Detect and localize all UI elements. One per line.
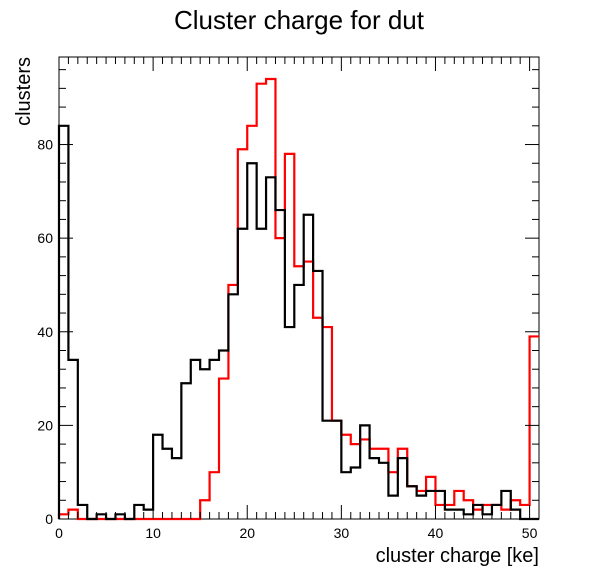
y-tick-label: 60	[37, 230, 53, 246]
bin-1-12	[172, 458, 181, 519]
bin-1-11	[163, 449, 172, 519]
bin-1-27	[313, 271, 322, 519]
bin-1-9	[144, 510, 153, 519]
bin-0-25	[294, 266, 303, 519]
series-1	[57, 124, 539, 521]
bin-0-21	[257, 84, 266, 519]
bin-1-22	[266, 177, 275, 519]
bin-0-34	[379, 449, 388, 519]
series-1-line	[57, 124, 539, 521]
bin-0-17	[219, 379, 228, 519]
bin-1-20	[247, 163, 256, 519]
bin-1-38	[417, 496, 426, 519]
y-axis: 0 20 40 60 80	[37, 69, 539, 527]
bin-0-47	[501, 510, 510, 519]
bin-0-18	[228, 285, 237, 519]
bin-0-27	[313, 318, 322, 519]
x-tick-label: 30	[334, 525, 350, 541]
bin-1-8	[134, 505, 143, 519]
bin-0-26	[304, 262, 313, 519]
bin-1-42	[454, 510, 463, 519]
x-tick-label: 0	[55, 525, 63, 541]
bin-1-28	[323, 421, 332, 519]
bin-1-44	[473, 505, 482, 519]
chart-title: Cluster charge for dut	[174, 5, 425, 35]
bin-1-21	[257, 229, 266, 519]
plot-frame-border	[58, 56, 540, 520]
x-tick-label: 20	[239, 525, 255, 541]
bin-1-16	[210, 360, 219, 519]
bin-1-19	[238, 229, 247, 519]
bin-0-29	[332, 421, 341, 519]
bin-1-25	[294, 285, 303, 519]
bin-1-34	[379, 463, 388, 519]
series-layer	[57, 77, 539, 521]
plot-frame	[58, 56, 540, 520]
x-tick-label: 50	[522, 525, 538, 541]
bin-0-16	[210, 472, 219, 519]
bin-1-13	[181, 383, 190, 519]
bin-0-46	[492, 505, 501, 519]
y-tick-label: 0	[45, 511, 53, 527]
bin-1-48	[511, 510, 520, 519]
bin-1-29	[332, 421, 341, 519]
bin-0-43	[464, 500, 473, 519]
bin-1-30	[341, 472, 350, 519]
bin-1-46	[492, 505, 501, 519]
bin-0-23	[275, 238, 284, 519]
bin-0-39	[426, 477, 435, 519]
bin-0-28	[323, 327, 332, 519]
bin-1-47	[501, 491, 510, 519]
bin-1-41	[445, 510, 454, 519]
x-tick-label: 40	[428, 525, 444, 541]
x-tick-label: 10	[145, 525, 161, 541]
bin-0-30	[341, 435, 350, 519]
bin-0-19	[238, 149, 247, 519]
bin-0-1	[68, 510, 77, 519]
bin-1-18	[228, 294, 237, 519]
bin-1-14	[191, 360, 200, 519]
bin-0-44	[473, 510, 482, 519]
series-0-line	[57, 77, 539, 521]
bin-1-10	[153, 435, 162, 519]
x-axis-label: cluster charge [ke]	[376, 545, 539, 567]
bin-0-31	[351, 444, 360, 519]
bin-1-1	[68, 360, 77, 519]
bin-1-24	[285, 327, 294, 519]
bin-1-26	[304, 215, 313, 519]
bin-1-36	[398, 458, 407, 519]
y-tick-label: 80	[37, 137, 53, 153]
bin-0-20	[247, 126, 256, 519]
bin-0-33	[370, 449, 379, 519]
bin-0-22	[266, 79, 275, 519]
bin-0-36	[398, 449, 407, 519]
bin-0-24	[285, 154, 294, 519]
bin-1-39	[426, 491, 435, 519]
bin-1-23	[275, 210, 284, 519]
bin-0-15	[200, 500, 209, 519]
bin-1-17	[219, 350, 228, 519]
bin-0-42	[454, 491, 463, 519]
bin-0-50	[530, 336, 539, 519]
bin-0-45	[483, 505, 492, 519]
x-axis: 0 10 20 30 40 50	[55, 57, 540, 541]
bin-1-31	[351, 468, 360, 519]
y-tick-label: 40	[37, 324, 53, 340]
y-axis-label: clusters	[13, 57, 35, 126]
bin-0-41	[445, 505, 454, 519]
bin-1-0	[59, 126, 68, 519]
bin-1-33	[370, 458, 379, 519]
bin-1-35	[388, 496, 397, 519]
bin-0-32	[360, 439, 369, 519]
bin-0-49	[520, 505, 529, 519]
bin-0-37	[407, 486, 416, 519]
bin-0-40	[435, 505, 444, 519]
y-tick-label: 20	[37, 417, 53, 433]
bin-1-2	[78, 505, 87, 519]
series-0	[57, 77, 539, 521]
bin-1-37	[407, 486, 416, 519]
bin-1-15	[200, 369, 209, 519]
